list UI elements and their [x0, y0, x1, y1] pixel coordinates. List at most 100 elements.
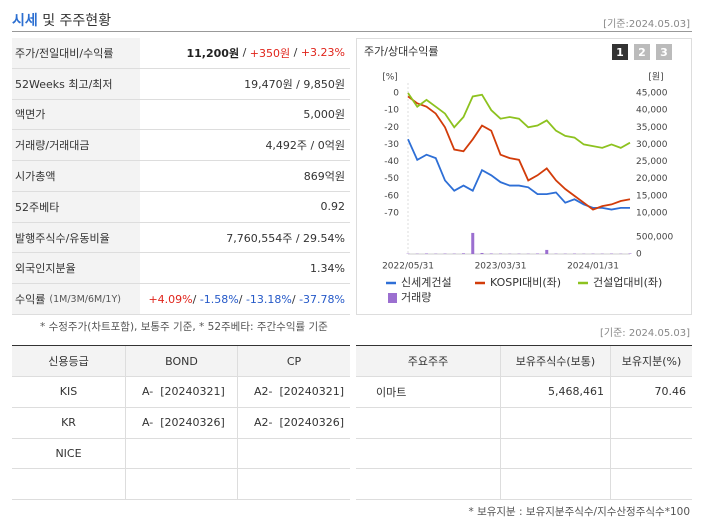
legend-swatch [388, 293, 397, 303]
value-text: 0.92 [320, 200, 346, 214]
value-part: +4.09% [148, 292, 193, 306]
value-text: 19,470원 / 9,850원 [244, 77, 345, 91]
label-text: 시가총액 [15, 169, 56, 183]
volume-bar [425, 253, 428, 254]
value-part: 11,200원 [186, 46, 240, 60]
empty-cell [610, 407, 692, 439]
empty-cell [356, 469, 500, 500]
value-part: -37.78% [299, 292, 345, 306]
y-tick-label: -10 [384, 106, 399, 116]
volume-bar [489, 253, 493, 254]
y2-tick-label: 30,000 [636, 140, 668, 150]
empty-cell [356, 439, 500, 470]
table-top-border [356, 345, 692, 346]
tab[interactable] [612, 44, 628, 60]
value-text: 1.34% [310, 261, 345, 275]
value-text: 869억원 [303, 169, 345, 183]
body-cell: A2- [20240326] [237, 407, 350, 439]
row-value: 11,200원 / +350원 / +3.23% [140, 38, 350, 69]
row-value: 0.92 [140, 192, 350, 223]
row-label: 시가총액 [12, 161, 140, 192]
legend-label: 건설업대비(좌) [593, 276, 662, 289]
legend-label: 신세계건설 [401, 276, 452, 289]
tab[interactable] [656, 44, 672, 60]
value-part: -13.18% [245, 292, 292, 306]
header-cell: 신용등급 [12, 346, 125, 377]
row-label: 주가/전일대비/수익률 [12, 38, 140, 69]
empty-cell [125, 438, 237, 470]
y-tick-label: -40 [384, 157, 399, 167]
y-tick-label: 0 [393, 89, 399, 99]
value-part: +350원 [249, 46, 291, 60]
y-tick-label: -70 [384, 209, 399, 219]
tab-label: 3 [660, 46, 668, 59]
volume-tick-label: 0 [636, 250, 642, 260]
label-text: 주가/전일대비/수익률 [15, 46, 114, 60]
series-line [407, 95, 631, 211]
header-cell: BOND [125, 346, 237, 377]
y2-tick-label: 40,000 [636, 106, 668, 116]
row-value: 1.34% [140, 253, 350, 285]
tab[interactable] [634, 44, 650, 60]
volume-bar [628, 253, 632, 254]
body-cell: 이마트 [356, 377, 500, 408]
header-cell: 보유주식수(보통) [500, 346, 610, 377]
label-text: 52주베타 [15, 200, 60, 214]
value-text: 5,000원 [303, 108, 345, 122]
body-cell: A- [20240326] [125, 407, 237, 439]
empty-cell [500, 438, 610, 470]
label-text: 발행주식수/유동비율 [15, 231, 110, 245]
row-label: 52Weeks 최고/최저 [12, 68, 140, 100]
row-label: 액면가 [12, 99, 140, 131]
header-cell: 보유지분(%) [610, 346, 692, 377]
body-cell: NICE [12, 439, 125, 470]
empty-cell [237, 469, 350, 500]
empty-cell [12, 469, 125, 500]
row-value: 869억원 [140, 161, 350, 192]
table-top-border [12, 345, 350, 346]
label-text: 액면가 [15, 108, 46, 122]
x-tick-label: 2022/05/31 [382, 262, 434, 272]
body-cell: 5,468,461 [500, 377, 610, 408]
header-cell: 주요주주 [356, 346, 500, 377]
legend-label: 거래량 [401, 291, 431, 304]
y-tick-label: -30 [384, 140, 399, 150]
divider [12, 31, 692, 32]
x-tick-label: 2024/01/31 [567, 262, 619, 272]
label-text: 수익률 [15, 293, 46, 307]
body-cell: KIS [12, 377, 125, 408]
quote-note: * 수정주가(차트포함), 보통주 기준, * 52주베타: 주간수익률 기준 [40, 321, 328, 333]
date: [기준:2024.05.03] [603, 19, 690, 30]
y2-axis-label: [원] [648, 72, 663, 83]
label-text: 외국인지분율 [15, 262, 76, 276]
row-label: 거래량/거래대금 [12, 130, 140, 162]
volume-bar [471, 232, 475, 254]
value-text: 7,760,554주 / 29.54% [226, 231, 345, 245]
label-text: 거래량/거래대금 [15, 139, 90, 153]
body-cell: A- [20240321] [125, 377, 237, 408]
tab-label: 2 [638, 46, 646, 59]
volume-bar [462, 253, 465, 254]
y2-tick-label: 35,000 [636, 123, 668, 133]
row-value: 19,470원 / 9,850원 [140, 69, 350, 100]
row-label: 발행주식수/유동비율 [12, 222, 140, 254]
value-part: -1.58% [199, 292, 239, 306]
y-tick-label: -20 [384, 123, 399, 133]
y-tick-label: -50 [384, 174, 399, 184]
y2-tick-label: 10,000 [636, 209, 668, 219]
row-value: +4.09% / -1.58% / -13.18% / -37.78% [140, 284, 350, 315]
panel-title: 주가/상대수익률 [364, 45, 439, 58]
empty-cell [237, 438, 350, 470]
row-value: 5,000원 [140, 100, 350, 131]
x-tick-label: 2023/03/31 [475, 262, 527, 272]
chart: 주가/상대수익률 1 2 3 [%] [원] 0 -10 -20 -30 -40 -50 -60 -70 4… [356, 38, 692, 315]
value-part: / [290, 46, 301, 60]
title-rest: 및 주주현황 [42, 13, 112, 29]
body-cell: 70.46 [610, 377, 692, 408]
header-cell: CP [237, 346, 350, 377]
empty-cell [356, 408, 500, 439]
row-value: 4,492주 / 0억원 [140, 130, 350, 162]
value-part: / [239, 46, 250, 60]
label-note: (1M/3M/6M/1Y) [49, 293, 121, 305]
